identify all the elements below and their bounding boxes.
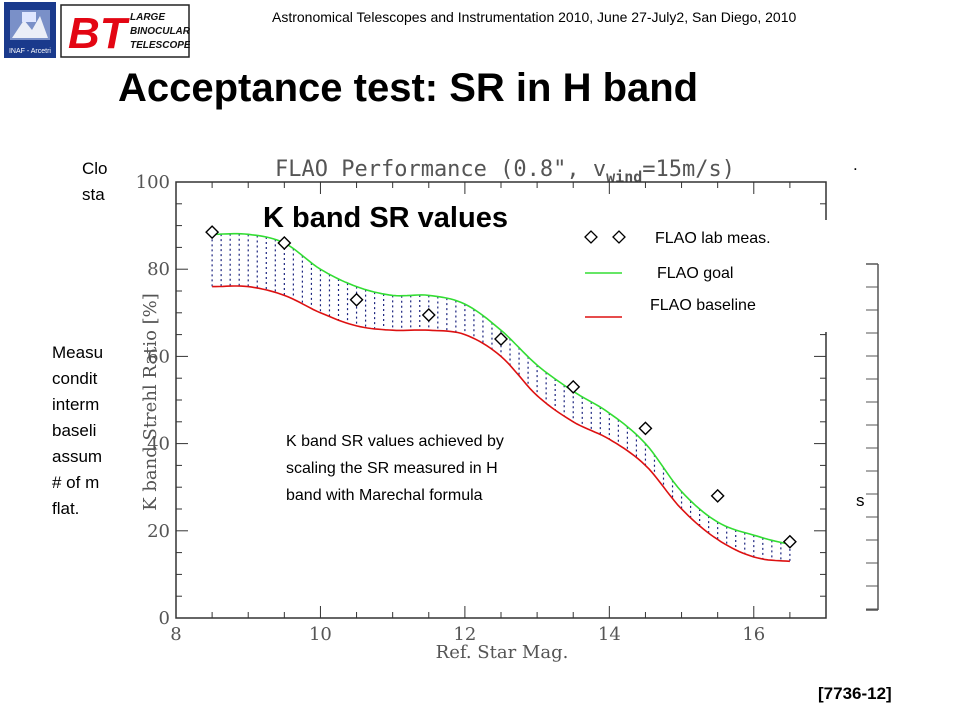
x-axis-label: Ref. Star Mag. bbox=[436, 642, 569, 663]
lbt-logo-line1: LARGE bbox=[130, 12, 165, 23]
annotation-line-2: scaling the SR measured in H bbox=[286, 460, 498, 477]
conference-header: Astronomical Telescopes and Instrumentat… bbox=[272, 9, 797, 25]
lbt-logo-line3: TELESCOPE bbox=[130, 40, 190, 51]
x-tick-label: 12 bbox=[453, 624, 476, 645]
lab-measurement-point bbox=[782, 534, 797, 549]
bg-fragment-left-1: Measu bbox=[52, 343, 104, 362]
y-axis-label: K band Strehl Ratio [%] bbox=[140, 293, 161, 511]
x-tick-label: 16 bbox=[742, 624, 765, 645]
lab-measurement-point bbox=[710, 488, 725, 503]
legend-lab-label: FLAO lab meas. bbox=[655, 230, 771, 247]
tick-labels: 8 10 12 14 16 0 20 40 60 80 100 bbox=[136, 172, 766, 645]
bg-fragment-left-6: # of m bbox=[52, 473, 100, 492]
bg-fragment-left-2: condit bbox=[52, 369, 98, 388]
lbt-logo-line2: BINOCULAR bbox=[130, 26, 190, 37]
y-tick-label: 60 bbox=[147, 346, 170, 367]
x-tick-label: 8 bbox=[170, 624, 181, 645]
annotation-line-3: band with Marechal formula bbox=[286, 487, 483, 504]
lbt-logo-mark: BT bbox=[68, 9, 130, 58]
lab-measurement-point bbox=[494, 331, 508, 346]
y-tick-label: 80 bbox=[147, 259, 170, 280]
legend-goal-label: FLAO goal bbox=[657, 265, 733, 282]
goal-series-line bbox=[212, 232, 791, 545]
bg-fragment-top-2: sta bbox=[82, 185, 105, 204]
x-tick-label: 14 bbox=[598, 624, 621, 645]
strehl-ratio-chart: FLAO Performance (0.8", vwind=15m/s) 8 10… bbox=[130, 140, 830, 680]
y-tick-label: 40 bbox=[147, 434, 170, 455]
chart-title: FLAO Performance (0.8", v bbox=[275, 157, 606, 182]
bg-fragment-left-3: interm bbox=[52, 395, 100, 414]
lab-measurement-point bbox=[349, 292, 364, 307]
annotation-line-1: K band SR values achieved by bbox=[286, 433, 504, 450]
legend-lab-markers bbox=[584, 230, 626, 244]
legend-box bbox=[555, 220, 830, 332]
lab-measurement-point bbox=[277, 236, 292, 251]
bg-fragment-left-5: assum bbox=[52, 447, 103, 466]
x-tick-label: 10 bbox=[309, 624, 332, 645]
reference-number: [7736-12] bbox=[818, 684, 892, 703]
chart-title-tail: =15m/s) bbox=[642, 157, 735, 182]
lab-measurement-point bbox=[638, 421, 653, 436]
bg-fragment-left-7: flat. bbox=[52, 499, 80, 518]
hatch-region bbox=[211, 233, 791, 562]
lbt-logo: BT LARGE BINOCULAR TELESCOPE bbox=[60, 4, 190, 58]
y-tick-label: 100 bbox=[136, 172, 170, 193]
inaf-logo: INAF - Arcetri bbox=[4, 2, 56, 58]
lab-measurement-point bbox=[566, 379, 581, 394]
background-plot-axis bbox=[866, 263, 879, 611]
lab-measurement-markers bbox=[205, 225, 797, 549]
baseline-series-line bbox=[212, 285, 790, 563]
inaf-logo-text: INAF - Arcetri bbox=[9, 48, 51, 55]
legend-baseline-label: FLAO baseline bbox=[650, 297, 756, 314]
bg-fragment-top-1: Clo bbox=[82, 159, 108, 178]
lab-measurement-point bbox=[205, 225, 220, 240]
slide-title: Acceptance test: SR in H band bbox=[118, 66, 699, 110]
chart-title-subscript: wind bbox=[606, 168, 642, 186]
y-tick-label: 0 bbox=[159, 608, 170, 629]
bg-fragment-left-4: baseli bbox=[52, 421, 97, 440]
bg-fragment-right-dot: . bbox=[853, 155, 858, 174]
overlay-title: K band SR values bbox=[263, 202, 508, 234]
y-tick-label: 20 bbox=[147, 521, 170, 542]
bg-fragment-right-s: s bbox=[856, 491, 865, 510]
lab-measurement-point bbox=[421, 307, 436, 322]
svg-text:FLAO Performance (0.8", vwind=: FLAO Performance (0.8", vwind=15m/s) bbox=[275, 157, 735, 186]
